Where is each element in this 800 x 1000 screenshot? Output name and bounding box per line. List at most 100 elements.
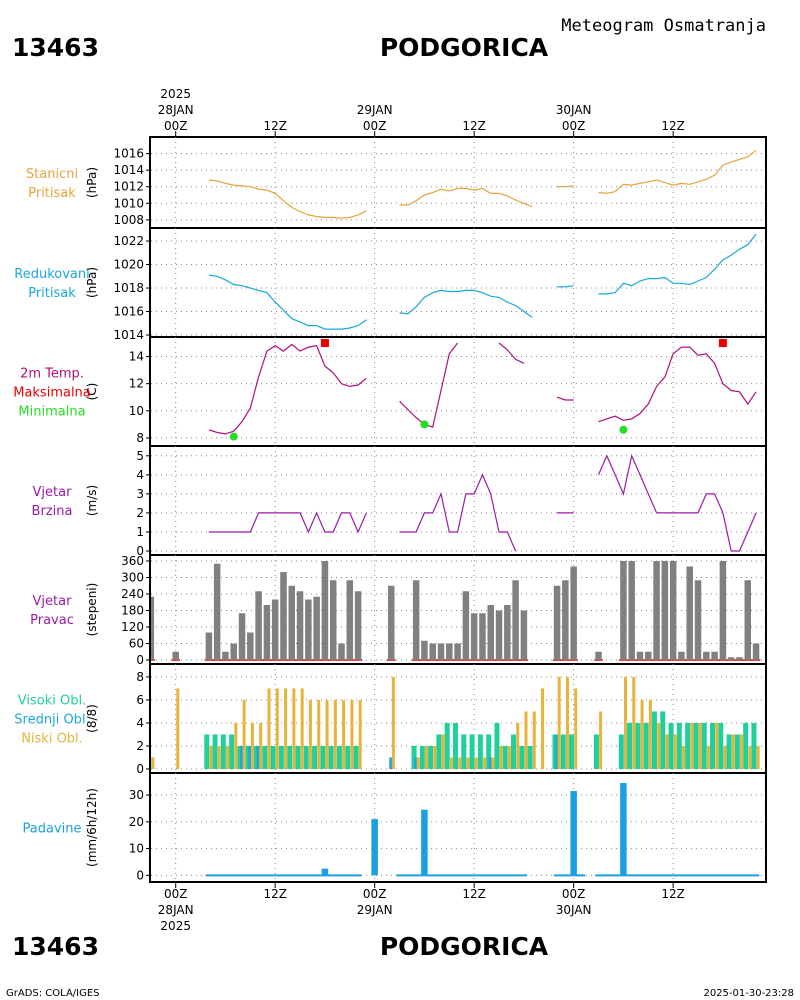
cloud-bar xyxy=(718,722,724,769)
time-label-bottom: 00Z xyxy=(363,887,387,901)
bar xyxy=(172,651,179,660)
station-id-header: 13463 xyxy=(12,33,99,62)
panel-label: Maksimalna xyxy=(13,386,91,401)
cloud-bar xyxy=(524,711,528,769)
y-tick-label: 1012 xyxy=(113,180,144,194)
tmax-marker xyxy=(718,339,727,347)
timestamp-text: 2025-01-30-23:28 xyxy=(703,988,794,999)
y-tick-label: 1022 xyxy=(113,234,144,248)
cloud-bar xyxy=(569,734,575,769)
cloud-bar xyxy=(665,734,669,769)
cloud-bar xyxy=(731,734,735,769)
cloud-bar xyxy=(743,722,749,769)
cloud-bar xyxy=(461,734,467,769)
y-tick-label: 8 xyxy=(136,431,144,445)
cloud-bar xyxy=(176,688,180,769)
tmax-marker xyxy=(320,339,329,347)
time-label-bottom: 00Z xyxy=(164,887,188,901)
cloud-bar xyxy=(676,722,682,769)
cloud-bar xyxy=(248,745,253,769)
time-label-bottom: 28JAN xyxy=(158,903,194,917)
cloud-bar xyxy=(643,722,649,769)
series-line xyxy=(208,274,367,330)
cloud-bar xyxy=(267,688,271,769)
cloud-bar xyxy=(256,745,261,769)
panel-label: Srednji Obl. xyxy=(14,713,89,728)
bar xyxy=(462,591,470,660)
cloud-bar xyxy=(709,722,715,769)
cloud-bar xyxy=(715,722,719,769)
y-tick-label: 1014 xyxy=(113,163,144,177)
cloud-bar xyxy=(491,757,495,769)
cloud-bar xyxy=(449,757,453,769)
bar xyxy=(504,605,511,660)
bar xyxy=(346,580,354,660)
series-line xyxy=(598,346,757,423)
bar xyxy=(388,585,395,660)
y-tick-label: 1016 xyxy=(113,147,144,161)
bar xyxy=(595,651,602,660)
bar xyxy=(653,561,660,660)
cloud-bar xyxy=(151,757,152,769)
bar xyxy=(437,643,445,660)
cloud-bar xyxy=(212,734,218,769)
bar xyxy=(487,605,494,660)
bar xyxy=(321,868,329,876)
bar xyxy=(736,657,743,660)
bar xyxy=(213,563,221,660)
cloud-bar xyxy=(391,676,395,769)
bar xyxy=(703,651,710,660)
cloud-bar xyxy=(217,745,221,769)
cloud-bar xyxy=(660,711,666,769)
y-tick-label: 1010 xyxy=(113,196,144,210)
time-label-top: 28JAN xyxy=(158,103,194,117)
panel-label: Niski Obl. xyxy=(21,732,83,747)
bar xyxy=(446,643,453,660)
bar xyxy=(271,599,279,660)
series-line xyxy=(399,342,459,428)
bar xyxy=(678,651,685,660)
panels: 10081010101210141016(hPa)StanicniPritisa… xyxy=(13,136,767,883)
cloud-bar xyxy=(250,722,254,769)
panel-label: Minimalna xyxy=(18,405,85,420)
cloud-bar xyxy=(237,745,243,769)
y-tick-label: 2 xyxy=(136,739,144,753)
panel-data xyxy=(208,453,757,552)
cloud-bar xyxy=(416,757,420,769)
cloud-bar xyxy=(234,722,238,769)
panel-frame xyxy=(149,772,767,883)
cloud-bar xyxy=(726,734,732,769)
credit-text: GrADS: COLA/IGES xyxy=(6,988,100,999)
bar xyxy=(470,613,478,660)
y-tick-label: 10 xyxy=(129,842,144,856)
tmin-marker xyxy=(420,420,429,429)
panel-3: 0 1 2 3 4 5 (m/s) Vjetar Brzina xyxy=(32,445,767,558)
cloud-bar xyxy=(632,676,636,769)
panel-5: 0 2 4 6 8 (8/8)Visoki Obl. Srednji Obl. Niski O… xyxy=(14,663,767,776)
cloud-bar xyxy=(308,699,312,769)
y-axis-label: (m/s) xyxy=(85,485,99,516)
cloud-bar xyxy=(242,699,246,769)
y-tick-label: 300 xyxy=(121,571,144,585)
bar xyxy=(371,819,378,876)
panel-label: Brzina xyxy=(32,504,73,519)
panel-label: Pravac xyxy=(30,613,74,628)
y-tick-label: 1014 xyxy=(113,328,144,342)
panel-data xyxy=(151,561,761,661)
station-name-header: PODGORICA xyxy=(380,33,549,62)
cloud-bar xyxy=(673,734,677,769)
cloud-bar xyxy=(557,676,561,769)
y-tick-label: 6 xyxy=(136,693,144,707)
cloud-bar xyxy=(444,722,450,769)
bar xyxy=(421,640,428,660)
cloud-bar xyxy=(226,745,230,769)
panel-label: Padavine xyxy=(23,822,82,837)
cloud-bar xyxy=(627,722,633,769)
cloud-bar xyxy=(425,745,429,769)
bar xyxy=(512,580,519,660)
cloud-bar xyxy=(240,745,245,769)
panel-data xyxy=(205,783,760,877)
bar xyxy=(338,643,345,660)
bar xyxy=(263,605,271,660)
y-tick-label: 0 xyxy=(136,868,144,882)
